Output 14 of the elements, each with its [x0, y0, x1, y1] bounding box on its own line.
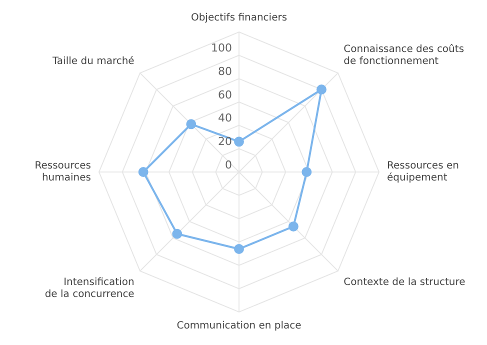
spoke-label: Ressources humaines — [34, 160, 91, 184]
y-tick-label: 20 — [218, 135, 232, 148]
y-tick-label: 80 — [218, 65, 232, 78]
y-tick-label: 60 — [218, 88, 232, 102]
y-tick-label: 0 — [225, 158, 232, 172]
spoke-label: Ressources en équipement — [387, 160, 459, 184]
spoke-label: Communication en place — [176, 320, 302, 332]
spoke-label: Contexte de la structure — [344, 277, 466, 288]
spoke-label: Taille du marché — [51, 56, 134, 67]
spoke-label: Connaissance des coûts de fonctionnement — [344, 44, 464, 67]
y-tick-label: 100 — [211, 42, 232, 55]
spoke-label: Intensification de la concurrence — [44, 277, 134, 300]
spoke-label: Objectifs financiers — [190, 12, 288, 24]
y-tick-label: 40 — [218, 112, 232, 125]
